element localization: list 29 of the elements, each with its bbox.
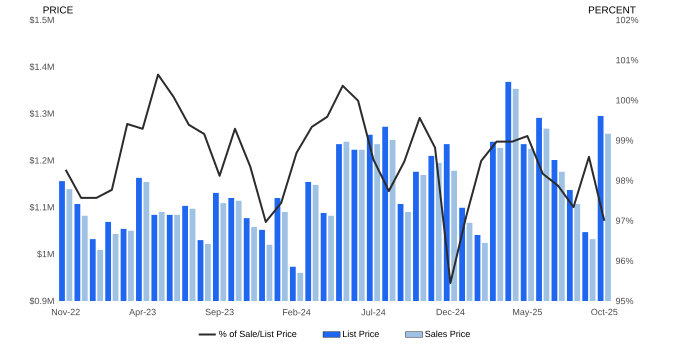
y-tick-label: $1.5M (30, 16, 54, 24)
y-tick-label: $1.2M (30, 156, 54, 164)
y-tick-label: $0.9M (30, 297, 54, 305)
x-tick-label: Nov-22 (52, 308, 80, 316)
x-tick-label: May-25 (513, 308, 542, 317)
y2-tick-label: 100% (616, 97, 638, 104)
x-tick-label: Jul-24 (361, 308, 386, 316)
y2-tick-label: 98% (616, 177, 634, 184)
line-series (64, 74, 606, 284)
y2-tick-label: 102% (616, 16, 638, 24)
y2-tick-label: 96% (616, 258, 634, 264)
y-tick-label: $1.3M (30, 110, 54, 118)
y-tick-label: $1.4M (30, 63, 54, 70)
y2-tick-label: 97% (616, 218, 634, 224)
y2-tick-label: 99% (616, 137, 634, 144)
x-tick-label: Dec-24 (436, 308, 465, 316)
y2-axis-title: PERCENT (588, 6, 636, 14)
y-axis-title: PRICE (44, 6, 73, 14)
legend-label: Sales Price (425, 330, 470, 338)
y-tick-label: $1M (37, 250, 54, 258)
legend-label: % of Sale/List Price (219, 330, 296, 338)
x-tick-label: Sep-23 (205, 308, 234, 317)
y-tick-label: $1.1M (30, 204, 54, 211)
x-tick-label: Feb-24 (283, 308, 311, 316)
legend-label: List Price (343, 330, 379, 338)
y2-tick-label: 101% (616, 56, 638, 64)
x-tick-label: Apr-23 (129, 308, 156, 317)
y2-tick-label: 95% (616, 298, 634, 304)
x-tick-label: Oct-25 (591, 308, 618, 316)
